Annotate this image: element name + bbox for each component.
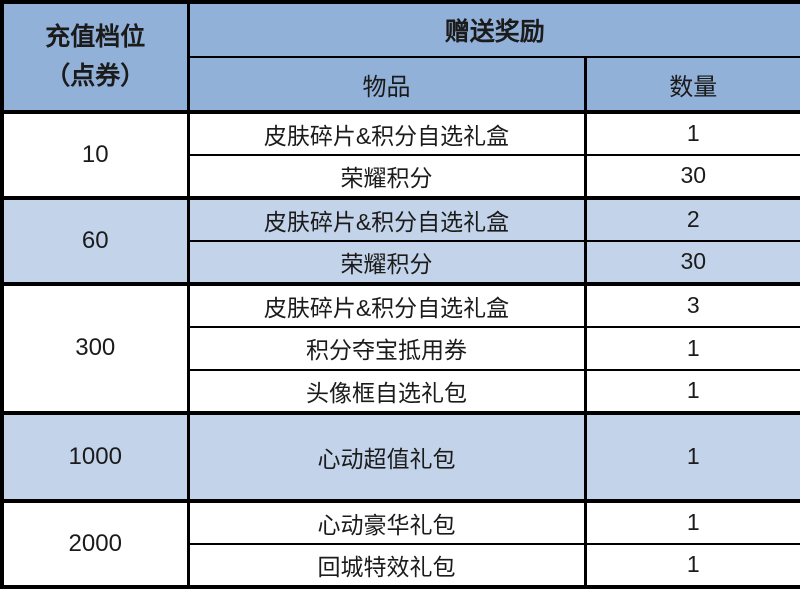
header-tier-line1: 充值档位: [45, 23, 146, 52]
qty-cell: 30: [583, 153, 800, 199]
qty-cell: 3: [583, 281, 800, 328]
table-row: 2000 心动豪华礼包 1: [1, 498, 800, 589]
tier-cell: 1000: [1, 410, 189, 502]
table-row: 荣耀积分 30: [2, 153, 800, 199]
qty-cell: 1: [583, 110, 800, 156]
item-cell: 皮肤碎片&积分自选礼盒: [186, 110, 586, 156]
item-cell: 积分夺宝抵用券: [186, 325, 586, 371]
item-cell: 心动超值礼包: [186, 410, 586, 502]
table-body: 10 皮肤碎片&积分自选礼盒 1 荣耀积分 30 60 皮肤碎片&积分自选礼盒 2 荣耀积分 30…: [1, 110, 800, 589]
table-row: 10 皮肤碎片&积分自选礼盒 1: [1, 110, 800, 199]
qty-cell: 30: [583, 239, 800, 285]
table-row: 头像框自选礼包 1: [2, 368, 800, 414]
qty-cell: 1: [583, 542, 800, 589]
item-cell: 皮肤碎片&积分自选礼盒: [186, 281, 586, 328]
item-cell: 头像框自选礼包: [186, 368, 586, 414]
item-cell: 回城特效礼包: [186, 542, 586, 589]
header-item-cell: 物品: [186, 56, 586, 114]
qty-cell: 2: [583, 195, 800, 242]
table-header: 充值档位 （点券） 赠送奖励 物品 数量: [1, 1, 800, 114]
header-qty-cell: 数量: [583, 56, 800, 114]
table-row: 300 皮肤碎片&积分自选礼盒 3: [1, 281, 800, 414]
item-cell: 荣耀积分: [186, 153, 586, 199]
table-row: 回城特效礼包 1: [2, 542, 800, 589]
tier-cell: 2000: [1, 498, 189, 589]
item-cell: 心动豪华礼包: [186, 498, 586, 545]
header-tier-cell: 充值档位 （点券）: [1, 1, 189, 114]
item-cell: 皮肤碎片&积分自选礼盒: [186, 195, 586, 242]
tier-cell: 10: [1, 110, 189, 199]
table-row: 1000 心动超值礼包 1: [1, 410, 800, 502]
item-cell: 荣耀积分: [186, 239, 586, 285]
table-row: 60 皮肤碎片&积分自选礼盒 2: [1, 195, 800, 285]
qty-cell: 1: [583, 410, 800, 502]
tier-cell: 300: [1, 281, 189, 414]
qty-cell: 1: [583, 325, 800, 371]
qty-cell: 1: [583, 368, 800, 414]
table-row: 积分夺宝抵用券 1: [2, 325, 800, 371]
header-tier-line2: （点券）: [45, 62, 146, 90]
table-row: 荣耀积分 30: [2, 239, 800, 285]
tier-cell: 60: [1, 195, 189, 285]
header-rewards-cell: 赠送奖励: [186, 1, 800, 58]
qty-cell: 1: [583, 498, 800, 545]
